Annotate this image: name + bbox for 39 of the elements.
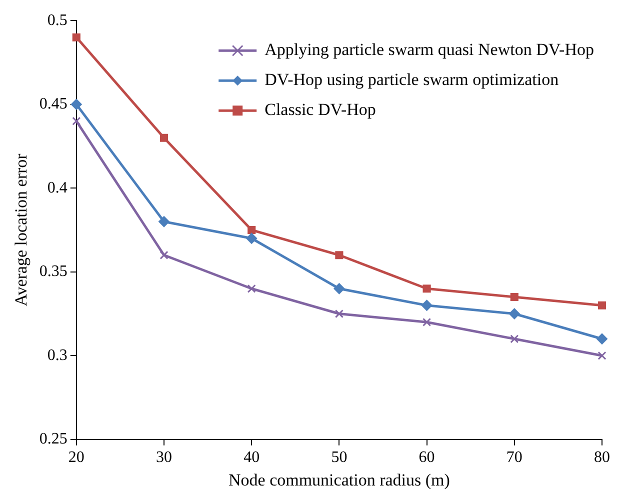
point — [510, 334, 519, 344]
point — [421, 300, 432, 311]
point — [246, 232, 258, 244]
y-tick-label: 0.3 — [47, 346, 68, 364]
x-axis-title: Node communication radius (m) — [228, 470, 450, 490]
point — [508, 308, 520, 320]
point — [158, 216, 170, 228]
point — [160, 250, 168, 260]
x-tick-label: 50 — [331, 449, 348, 466]
y-tick-label: 0.35 — [39, 263, 68, 280]
y-tick-label: 0.45 — [39, 96, 68, 113]
point — [72, 116, 81, 126]
x-tick-label: 20 — [68, 449, 84, 466]
x-tick-label: 80 — [594, 449, 610, 466]
point — [247, 284, 256, 293]
legend-label: Applying particle swarm quasi Newton DV-Hop — [264, 40, 594, 60]
point — [72, 33, 80, 42]
legend-label: Classic DV-Hop — [264, 100, 376, 120]
point — [598, 301, 606, 310]
point — [422, 318, 432, 326]
x-tick-label: 40 — [244, 449, 260, 466]
point — [335, 251, 344, 260]
point — [598, 351, 606, 360]
point — [334, 283, 345, 294]
legend-label: DV-Hop using particle swarm optimization — [264, 70, 560, 90]
point — [596, 333, 608, 344]
point — [160, 134, 168, 142]
point — [248, 226, 256, 234]
point — [334, 309, 344, 318]
x-tick-label: 70 — [506, 449, 522, 466]
point — [70, 98, 82, 110]
x-tick-label: 30 — [156, 449, 172, 466]
y-axis-title: Average location error — [12, 153, 31, 306]
x-tick-label: 60 — [418, 449, 435, 466]
point — [510, 292, 518, 302]
y-tick-label: 0.5 — [47, 12, 68, 29]
y-tick-label: 0.4 — [47, 179, 68, 196]
point — [422, 284, 431, 293]
y-tick-label: 0.25 — [39, 430, 68, 448]
